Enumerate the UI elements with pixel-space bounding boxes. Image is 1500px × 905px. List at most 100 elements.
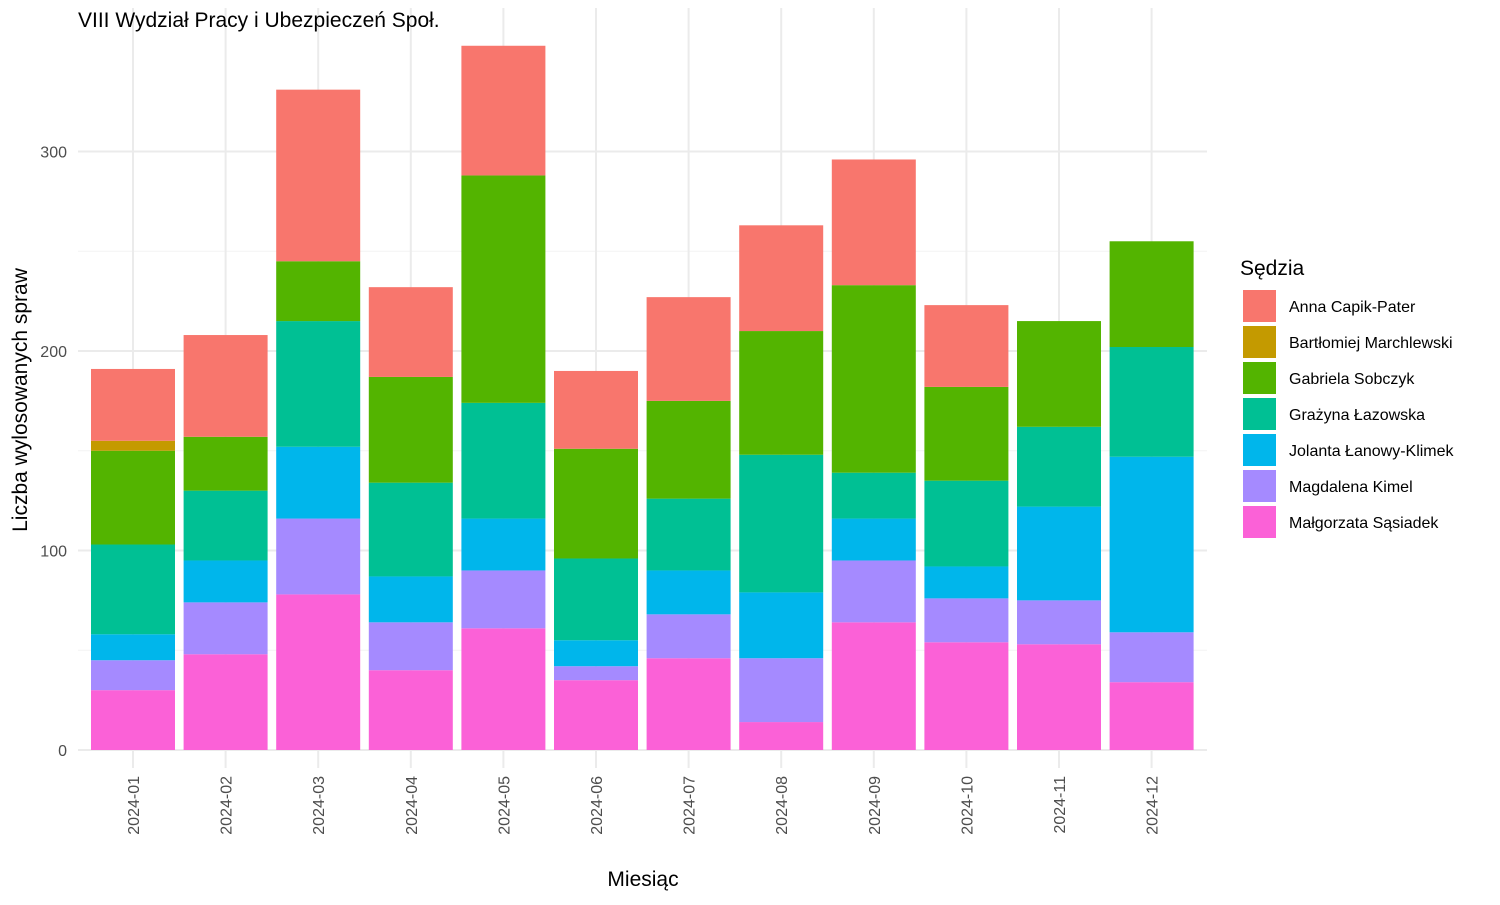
x-tick-label: 2024-06 <box>589 776 606 835</box>
bar-segment <box>1017 321 1101 427</box>
bar-segment <box>1017 426 1101 507</box>
bar-segment <box>924 566 1009 599</box>
bar-segment <box>739 454 824 593</box>
bar-segment <box>461 628 546 750</box>
bar-segment <box>91 634 175 661</box>
bar-segment <box>461 45 546 176</box>
y-tick-label: 0 <box>58 743 67 760</box>
bar-segment <box>739 722 824 750</box>
x-tick-label: 2024-12 <box>1145 776 1162 835</box>
x-tick-label: 2024-01 <box>126 776 143 835</box>
bar-segment <box>91 368 175 441</box>
bar-segment <box>183 560 268 603</box>
legend-label: Jolanta Łanowy-Klimek <box>1289 443 1455 460</box>
bar-segment <box>276 261 361 322</box>
bar-segment <box>739 225 824 332</box>
x-axis-title: Miesiąc <box>607 868 678 891</box>
bar-segment <box>646 614 731 659</box>
bar-segment <box>646 498 731 571</box>
bar-segment <box>924 642 1009 750</box>
y-axis-ticks: 0 100 200 300 <box>40 145 67 761</box>
bar-segment <box>368 670 453 750</box>
bar-segment <box>831 285 916 473</box>
bar-segment <box>276 321 361 447</box>
legend-label: Małgorzata Sąsiadek <box>1289 515 1439 532</box>
bar-segment <box>461 175 546 403</box>
bar-segment <box>831 472 916 519</box>
bar-segment <box>1017 506 1101 601</box>
bar-segment <box>924 386 1009 481</box>
bar-segment <box>1109 632 1194 683</box>
bar-segment <box>1109 241 1194 348</box>
x-tick-label: 2024-03 <box>311 776 328 835</box>
bar-segment <box>554 558 638 641</box>
chart-title: VIII Wydział Pracy i Ubezpieczeń Społ. <box>78 9 440 32</box>
x-tick-label: 2024-05 <box>496 776 513 835</box>
bar-segment <box>1109 682 1194 750</box>
bar-segment <box>739 331 824 455</box>
bar-segment <box>1109 347 1194 457</box>
legend-items: Anna Capik-Pater Bartłomiej Marchlewski Ga… <box>1243 290 1455 538</box>
bar-segment <box>276 594 361 750</box>
legend-swatch <box>1243 362 1276 394</box>
bar-segment <box>554 640 638 667</box>
bar-segment <box>1017 644 1101 750</box>
bar-segment <box>461 518 546 571</box>
x-tick-label: 2024-11 <box>1052 776 1069 834</box>
bar-segment <box>831 560 916 623</box>
bar-segment <box>368 482 453 577</box>
legend-label: Grażyna Łazowska <box>1289 407 1425 424</box>
x-tick-label: 2024-04 <box>404 776 421 835</box>
legend-swatch <box>1243 506 1276 538</box>
legend-label: Bartłomiej Marchlewski <box>1289 335 1453 352</box>
bar-segment <box>368 576 453 623</box>
legend: Sędzia Anna Capik-Pater Bartłomiej Marchl… <box>1240 257 1455 538</box>
bar-segment <box>91 660 175 691</box>
bar-segment <box>276 446 361 519</box>
bar-segment <box>554 370 638 449</box>
bar-segment <box>739 592 824 659</box>
bar-segment <box>924 305 1009 387</box>
legend-title: Sędzia <box>1240 257 1305 280</box>
bar-segment <box>368 622 453 671</box>
y-tick-label: 300 <box>40 145 67 162</box>
bar-segment <box>554 666 638 681</box>
bar-segment <box>91 690 175 750</box>
bar-segment <box>91 544 175 635</box>
bar-segment <box>183 654 268 750</box>
legend-swatch <box>1243 470 1276 502</box>
bar-segment <box>831 518 916 561</box>
bar-segment <box>368 376 453 483</box>
bar-segment <box>554 680 638 750</box>
bar-segment <box>183 490 268 561</box>
bar-segment <box>91 450 175 545</box>
y-axis-title: Liczba wylosowanych spraw <box>9 267 32 532</box>
legend-label: Magdalena Kimel <box>1289 479 1413 496</box>
bar-segment <box>924 480 1009 567</box>
y-tick-label: 100 <box>40 544 67 561</box>
x-tick-label: 2024-07 <box>682 776 699 835</box>
bar-segment <box>1017 600 1101 645</box>
bar-segment <box>739 658 824 723</box>
x-tick-label: 2024-10 <box>959 776 976 835</box>
legend-label: Anna Capik-Pater <box>1289 299 1416 316</box>
bar-segment <box>368 287 453 377</box>
bar-segment <box>646 297 731 401</box>
bar-segment <box>1109 456 1194 633</box>
bar-segment <box>461 402 546 519</box>
bar-segment <box>183 602 268 655</box>
bars-layer <box>91 45 1194 750</box>
legend-label: Gabriela Sobczyk <box>1289 371 1415 388</box>
legend-swatch <box>1243 290 1276 322</box>
bar-segment <box>91 440 175 451</box>
bar-segment <box>831 622 916 750</box>
legend-swatch <box>1243 398 1276 430</box>
bar-segment <box>183 335 268 437</box>
bar-segment <box>183 436 268 491</box>
bar-segment <box>646 658 731 750</box>
bar-segment <box>461 570 546 629</box>
x-tick-label: 2024-02 <box>219 776 236 835</box>
x-axis-ticks: 2024-01 2024-02 2024-03 2024-04 2024-05 2024-… <box>126 776 1162 835</box>
